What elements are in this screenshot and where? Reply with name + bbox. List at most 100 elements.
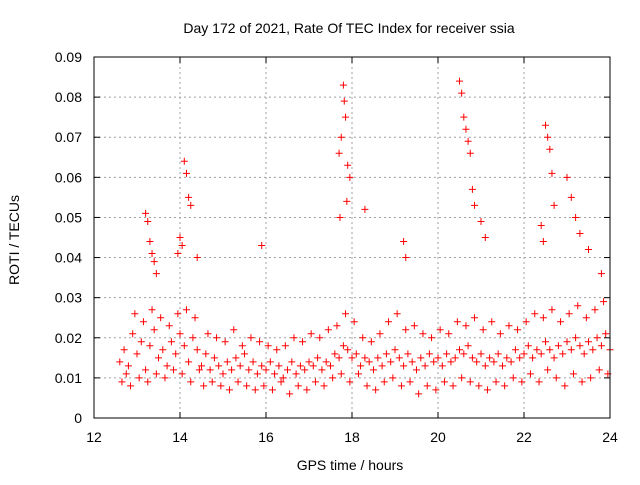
data-point xyxy=(374,354,382,362)
data-point xyxy=(311,378,319,386)
data-point xyxy=(378,362,386,370)
data-point xyxy=(365,358,373,366)
data-point xyxy=(565,310,573,318)
data-point xyxy=(299,338,307,346)
data-point xyxy=(585,338,592,346)
data-point xyxy=(464,342,472,350)
data-point xyxy=(336,213,344,221)
data-point xyxy=(587,374,595,382)
data-point xyxy=(333,322,341,330)
data-point xyxy=(116,358,124,366)
data-point xyxy=(481,362,489,370)
data-point xyxy=(507,358,515,366)
data-point xyxy=(344,161,352,169)
data-point xyxy=(281,342,289,350)
data-point xyxy=(400,238,408,246)
data-point xyxy=(453,318,461,326)
data-point xyxy=(443,350,451,358)
data-point xyxy=(466,149,474,157)
data-point xyxy=(574,302,582,310)
data-point xyxy=(421,362,429,370)
data-point xyxy=(225,386,233,394)
data-point xyxy=(178,370,186,378)
data-point xyxy=(456,346,463,354)
data-point xyxy=(335,149,343,157)
data-point xyxy=(210,354,218,362)
y-axis-label: ROTI / TECUs xyxy=(6,195,22,285)
data-point xyxy=(152,370,160,378)
data-point xyxy=(350,318,358,326)
data-point xyxy=(206,366,214,374)
data-point xyxy=(120,346,128,354)
data-point xyxy=(159,346,167,354)
data-point xyxy=(576,342,584,350)
data-point xyxy=(595,366,603,374)
y-axis: 0 0.01 0.02 0.03 0.04 0.05 0.06 0.07 0.08 0.09 xyxy=(55,49,610,426)
data-point xyxy=(404,350,412,358)
data-point xyxy=(537,350,545,358)
data-point xyxy=(195,366,203,374)
data-point xyxy=(182,306,190,314)
data-point xyxy=(342,310,350,318)
data-point xyxy=(518,378,526,386)
data-point xyxy=(597,270,605,278)
data-point xyxy=(357,362,365,370)
data-point xyxy=(178,242,186,250)
data-point xyxy=(122,370,130,378)
data-point xyxy=(180,342,188,350)
data-point xyxy=(273,346,281,354)
data-point xyxy=(490,358,498,366)
data-point xyxy=(572,334,580,342)
data-point xyxy=(428,334,436,342)
data-point xyxy=(589,346,597,354)
data-point xyxy=(539,238,547,246)
data-point xyxy=(585,246,592,254)
data-point xyxy=(460,113,468,121)
data-point xyxy=(146,238,154,246)
data-point xyxy=(514,326,522,334)
data-point xyxy=(391,346,399,354)
data-point xyxy=(402,326,410,334)
data-point xyxy=(167,338,175,346)
data-point xyxy=(597,342,605,350)
data-point xyxy=(580,350,588,358)
data-point xyxy=(432,386,440,394)
data-point xyxy=(133,350,141,358)
data-point xyxy=(494,350,502,358)
data-point xyxy=(314,354,322,362)
data-point xyxy=(301,366,309,374)
data-point xyxy=(557,318,565,326)
data-point xyxy=(479,326,487,334)
data-point xyxy=(458,374,466,382)
data-point xyxy=(150,258,158,266)
data-point xyxy=(567,193,575,201)
data-point xyxy=(228,366,236,374)
data-point xyxy=(468,185,476,193)
data-point xyxy=(155,354,162,362)
data-point xyxy=(139,318,147,326)
data-point xyxy=(475,382,483,390)
y-tick-label: 0.03 xyxy=(55,290,82,306)
x-tick-label: 22 xyxy=(516,429,532,445)
grid xyxy=(94,57,610,418)
data-point xyxy=(393,310,401,318)
data-point xyxy=(471,314,479,322)
y-tick-label: 0.05 xyxy=(55,209,82,225)
data-point xyxy=(170,366,178,374)
data-point xyxy=(144,378,152,386)
data-point xyxy=(135,374,143,382)
y-tick-label: 0.07 xyxy=(55,129,82,145)
data-point xyxy=(438,362,446,370)
data-point xyxy=(548,169,556,177)
data-point xyxy=(163,362,171,370)
data-point xyxy=(204,330,212,338)
data-point xyxy=(131,310,139,318)
data-point xyxy=(354,370,362,378)
data-point xyxy=(232,354,240,362)
data-point xyxy=(552,374,560,382)
data-point xyxy=(152,270,160,278)
data-point xyxy=(563,338,571,346)
data-point xyxy=(316,334,324,342)
data-point xyxy=(198,362,205,370)
data-point xyxy=(447,358,455,366)
